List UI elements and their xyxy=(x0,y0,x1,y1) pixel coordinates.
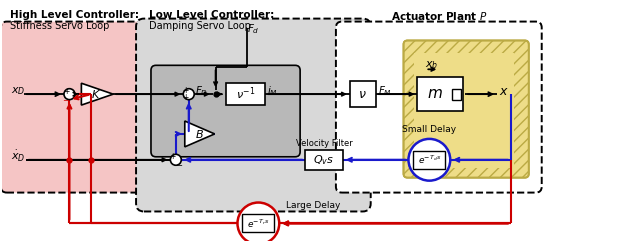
FancyBboxPatch shape xyxy=(403,40,529,178)
Text: $m$: $m$ xyxy=(427,86,443,101)
Text: $-$: $-$ xyxy=(175,159,183,168)
Bar xyxy=(452,89,461,100)
Text: $\nu$: $\nu$ xyxy=(358,88,367,101)
Circle shape xyxy=(183,89,194,100)
Text: $\dot{x}_D$: $\dot{x}_D$ xyxy=(11,149,26,164)
Text: $F_D$: $F_D$ xyxy=(195,84,208,98)
Bar xyxy=(417,77,463,111)
Text: Stiffness Servo Loop: Stiffness Servo Loop xyxy=(10,21,109,30)
Text: +: + xyxy=(63,87,70,96)
Text: $K$: $K$ xyxy=(92,88,101,100)
Text: $F_d$: $F_d$ xyxy=(248,23,260,36)
Text: Low Level Controller:: Low Level Controller: xyxy=(149,10,274,20)
Text: $e^{-T_d s}$: $e^{-T_d s}$ xyxy=(418,154,441,166)
Circle shape xyxy=(64,89,75,100)
Text: $-$: $-$ xyxy=(63,94,70,103)
Text: $e^{-T_r s}$: $e^{-T_r s}$ xyxy=(247,217,269,230)
Text: $x$: $x$ xyxy=(499,85,509,98)
Text: +: + xyxy=(182,93,189,102)
FancyBboxPatch shape xyxy=(1,22,142,193)
Text: $x_b$: $x_b$ xyxy=(426,60,439,71)
Polygon shape xyxy=(81,83,113,105)
Bar xyxy=(413,151,445,169)
FancyBboxPatch shape xyxy=(336,22,541,193)
Bar xyxy=(243,214,275,232)
Text: Large Delay: Large Delay xyxy=(286,201,340,210)
Circle shape xyxy=(237,203,279,242)
Text: +: + xyxy=(182,86,189,95)
Text: $i_M$: $i_M$ xyxy=(268,84,278,98)
Bar xyxy=(415,53,514,168)
Text: $Q_v s$: $Q_v s$ xyxy=(314,153,335,167)
Bar xyxy=(305,150,343,170)
Text: Actuator Plant $P$: Actuator Plant $P$ xyxy=(391,10,488,22)
Bar xyxy=(225,83,266,105)
Polygon shape xyxy=(185,121,214,147)
Text: Velocity Filter: Velocity Filter xyxy=(296,139,353,148)
Circle shape xyxy=(170,154,181,165)
FancyBboxPatch shape xyxy=(151,65,300,157)
FancyBboxPatch shape xyxy=(136,19,371,212)
Bar xyxy=(350,81,376,107)
Text: +: + xyxy=(170,152,176,161)
Text: $\nu^{-1}$: $\nu^{-1}$ xyxy=(236,86,255,102)
Text: $x_D$: $x_D$ xyxy=(11,85,25,97)
Text: Small Delay: Small Delay xyxy=(403,125,456,135)
Text: $B$: $B$ xyxy=(195,128,204,140)
Circle shape xyxy=(408,139,451,181)
Text: High Level Controller:: High Level Controller: xyxy=(10,10,139,20)
Text: Damping Servo Loop: Damping Servo Loop xyxy=(149,21,251,30)
Text: $F_M$: $F_M$ xyxy=(378,84,392,98)
